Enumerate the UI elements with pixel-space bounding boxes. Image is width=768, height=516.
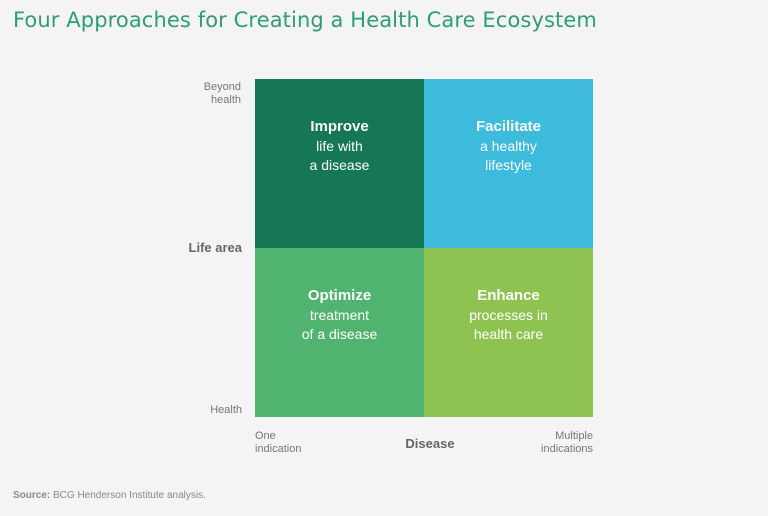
x-axis-right-label-line2: indications — [541, 443, 593, 455]
x-axis-left-label-line1: One — [255, 430, 276, 442]
quadrant-text-line: treatment — [309, 306, 370, 323]
quadrant-text-line: of a disease — [301, 325, 378, 342]
y-axis-label: Life area — [188, 240, 242, 255]
x-axis-right-label: Multiple indications — [541, 430, 593, 456]
quadrant-optimize: Optimize treatment of a disease — [255, 248, 424, 417]
source-note: Source: BCG Henderson Institute analysis… — [13, 490, 206, 501]
x-axis-left-label-line2: indication — [255, 443, 302, 455]
y-axis-bottom-label: Health — [210, 404, 242, 416]
quadrant-heading: Facilitate — [475, 117, 542, 135]
quadrant-improve: Improve life with a disease — [255, 79, 424, 248]
x-axis-right-label-line1: Multiple — [555, 430, 593, 442]
y-axis-top-label: Beyond health — [181, 81, 241, 107]
page-title: Four Approaches for Creating a Health Ca… — [13, 8, 597, 32]
source-label: Source: — [13, 490, 51, 501]
quadrant-enhance: Enhance processes in health care — [424, 248, 593, 417]
quadrant-text-line: processes in — [469, 306, 548, 323]
quadrant-heading: Optimize — [307, 286, 372, 304]
quadrant-text-line: life with — [316, 137, 363, 154]
quadrant-text-line: health care — [473, 325, 544, 342]
x-axis-label: Disease — [405, 436, 455, 451]
y-axis-top-label-line2: health — [211, 94, 241, 106]
quadrant-text-line: a healthy — [480, 137, 537, 154]
quadrant-matrix: Improve life with a disease Facilitate a… — [255, 79, 593, 417]
quadrant-heading: Improve — [310, 117, 369, 135]
quadrant-facilitate: Facilitate a healthy lifestyle — [424, 79, 593, 248]
y-axis-top-label-line1: Beyond — [203, 81, 241, 93]
quadrant-heading: Enhance — [477, 286, 540, 304]
source-text: BCG Henderson Institute analysis. — [53, 490, 206, 501]
quadrant-text-line: a disease — [309, 156, 370, 173]
x-axis-left-label: One indication — [255, 430, 301, 456]
quadrant-text-line: lifestyle — [485, 156, 532, 173]
